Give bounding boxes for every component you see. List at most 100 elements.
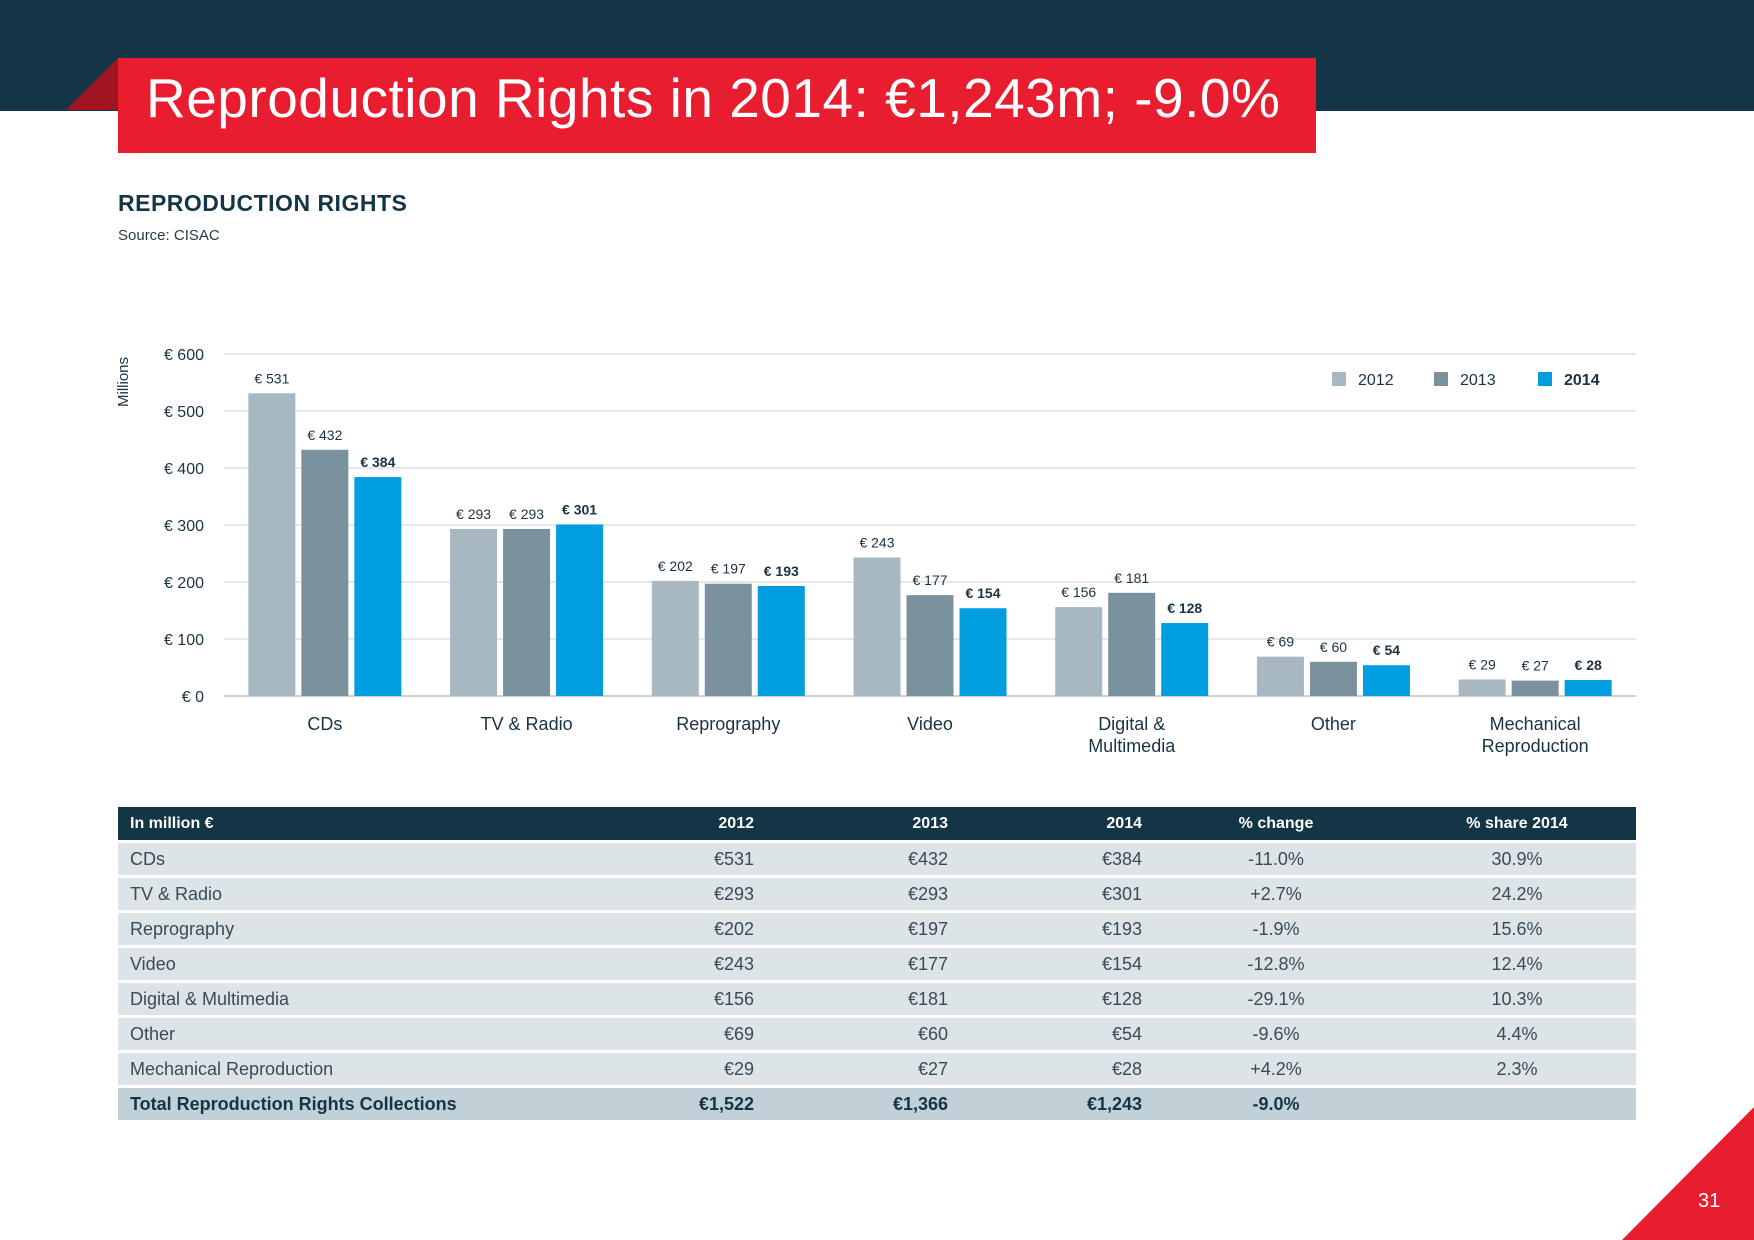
- y-tick-label: € 100: [164, 632, 204, 649]
- table-header-cell: % change: [1154, 807, 1398, 840]
- table-cell: €177: [766, 948, 960, 980]
- category-label: Mechanical Reproduction: [1482, 714, 1589, 756]
- table-cell: 24.2%: [1398, 878, 1636, 910]
- bar-2014: [1161, 623, 1209, 696]
- table-row: Other €69 €60 €54 -9.6% 4.4%: [118, 1018, 1636, 1050]
- category-label: CDs: [307, 714, 342, 734]
- bar-2014: [757, 585, 805, 696]
- title-fold-decoration: [66, 58, 118, 110]
- table-cell: €128: [960, 983, 1154, 1015]
- y-axis-label: Millions: [115, 357, 132, 407]
- table-header-cell: 2012: [572, 807, 766, 840]
- bar-2012: [853, 557, 901, 696]
- table-cell: €181: [766, 983, 960, 1015]
- page-number: 31: [1698, 1190, 1721, 1212]
- table-cell: €293: [572, 878, 766, 910]
- category-label: TV & Radio: [481, 714, 573, 734]
- page-title: Reproduction Rights in 2014: €1,243m; -9…: [146, 67, 1281, 129]
- bar-2012: [1055, 607, 1103, 696]
- table-row: Mechanical Reproduction €29 €27 €28 +4.2% 2.3…: [118, 1053, 1636, 1085]
- table-cell: €202: [572, 913, 766, 945]
- data-label: € 197: [711, 561, 746, 577]
- table-cell: €60: [766, 1018, 960, 1050]
- bar-2012: [651, 580, 699, 696]
- bar-2013: [1108, 592, 1156, 696]
- bar-2014: [1362, 665, 1410, 696]
- bar-2013: [503, 528, 551, 696]
- bar-2014: [1564, 680, 1612, 696]
- bar-2013: [704, 583, 752, 696]
- legend-label: 2012: [1358, 372, 1394, 389]
- table-cell: €193: [960, 913, 1154, 945]
- table-total-cell: €1,243: [960, 1088, 1154, 1120]
- table-cell: 10.3%: [1398, 983, 1636, 1015]
- bar-2014: [354, 477, 402, 696]
- legend-swatch: [1332, 372, 1346, 386]
- table-row: Reprography €202 €197 €193 -1.9% 15.6%: [118, 913, 1636, 945]
- bar-2014: [959, 608, 1007, 696]
- table-header-cell: 2014: [960, 807, 1154, 840]
- bar-2012: [1458, 679, 1506, 696]
- legend-swatch: [1538, 372, 1552, 386]
- data-label: € 432: [307, 427, 342, 443]
- data-label: € 60: [1320, 639, 1347, 655]
- table-total-row: Total Reproduction Rights Collections €1,…: [118, 1088, 1636, 1120]
- table-header-cell: In million €: [118, 807, 572, 840]
- bar-2012: [1256, 656, 1304, 696]
- data-label: € 154: [965, 585, 1000, 601]
- table-cell: €28: [960, 1053, 1154, 1085]
- table-header-cell: 2013: [766, 807, 960, 840]
- table-header-cell: % share 2014: [1398, 807, 1636, 840]
- data-label: € 69: [1267, 634, 1294, 650]
- legend-label: 2013: [1460, 372, 1496, 389]
- table-cell: +4.2%: [1154, 1053, 1398, 1085]
- table-cell: 2.3%: [1398, 1053, 1636, 1085]
- table-total-cell: [1398, 1088, 1636, 1120]
- table-cell: €531: [572, 843, 766, 875]
- table-cell: -29.1%: [1154, 983, 1398, 1015]
- data-label: € 193: [764, 563, 799, 579]
- y-tick-label: € 600: [164, 347, 204, 364]
- table-cell: €384: [960, 843, 1154, 875]
- data-label: € 181: [1114, 570, 1149, 586]
- data-table: In million € 2012 2013 2014 % change % s…: [118, 804, 1636, 1123]
- table-cell: 30.9%: [1398, 843, 1636, 875]
- table-cell: Mechanical Reproduction: [118, 1053, 572, 1085]
- bar-2014: [556, 524, 604, 696]
- bar-2012: [450, 528, 498, 696]
- y-tick-label: € 0: [182, 689, 204, 706]
- table-cell: -1.9%: [1154, 913, 1398, 945]
- table-cell: -9.6%: [1154, 1018, 1398, 1050]
- corner-decoration: [1622, 1107, 1754, 1240]
- table-cell: Digital & Multimedia: [118, 983, 572, 1015]
- table-cell: €432: [766, 843, 960, 875]
- table-cell: €197: [766, 913, 960, 945]
- data-label: € 301: [562, 501, 597, 517]
- bar-2013: [301, 449, 349, 696]
- table-cell: +2.7%: [1154, 878, 1398, 910]
- bar-2013: [906, 595, 954, 696]
- table-total-cell: -9.0%: [1154, 1088, 1398, 1120]
- table-cell: 4.4%: [1398, 1018, 1636, 1050]
- y-tick-label: € 400: [164, 461, 204, 478]
- table-cell: CDs: [118, 843, 572, 875]
- table-row: Digital & Multimedia €156 €181 €128 -29.1% 10…: [118, 983, 1636, 1015]
- table-total-cell: €1,522: [572, 1088, 766, 1120]
- table-cell: 12.4%: [1398, 948, 1636, 980]
- table-cell: TV & Radio: [118, 878, 572, 910]
- table-cell: €27: [766, 1053, 960, 1085]
- table-cell: -12.8%: [1154, 948, 1398, 980]
- legend-label: 2014: [1564, 372, 1600, 389]
- bar-2012: [248, 393, 296, 696]
- data-label: € 531: [254, 370, 289, 386]
- data-label: € 293: [509, 506, 544, 522]
- table-header-row: In million € 2012 2013 2014 % change % s…: [118, 807, 1636, 840]
- table-total-cell: Total Reproduction Rights Collections: [118, 1088, 572, 1120]
- table-row: TV & Radio €293 €293 €301 +2.7% 24.2%: [118, 878, 1636, 910]
- data-label: € 28: [1575, 657, 1602, 673]
- section-title: REPRODUCTION RIGHTS: [118, 190, 408, 216]
- category-label: Digital & Multimedia: [1088, 714, 1176, 756]
- data-label: € 177: [912, 572, 947, 588]
- table-cell: €243: [572, 948, 766, 980]
- table-cell: Other: [118, 1018, 572, 1050]
